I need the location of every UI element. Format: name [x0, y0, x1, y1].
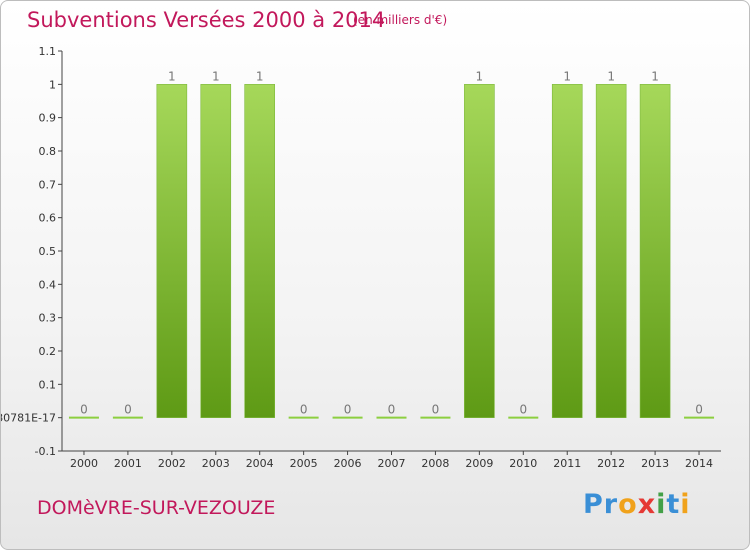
x-tick-label: 2000: [70, 457, 98, 470]
data-label: 0: [388, 403, 396, 417]
data-label: 1: [212, 69, 220, 83]
x-tick-label: 2011: [553, 457, 581, 470]
x-tick-label: 2009: [465, 457, 493, 470]
y-tick-label: 0.4: [39, 278, 57, 291]
data-label: 0: [124, 403, 132, 417]
data-label: 0: [344, 403, 352, 417]
bar: [464, 84, 495, 418]
y-tick-label: -0.1: [35, 445, 56, 458]
data-label: 0: [300, 403, 308, 417]
y-tick-label: 0.1: [39, 378, 57, 391]
data-label: 0: [695, 403, 703, 417]
x-tick-label: 2007: [378, 457, 406, 470]
data-label: 1: [476, 69, 484, 83]
y-tick-label: 0.8: [39, 145, 57, 158]
data-label: 0: [519, 403, 527, 417]
data-label: 1: [168, 69, 176, 83]
bar: [595, 84, 627, 418]
y-tick-label: 0.9: [39, 112, 57, 125]
data-label: 1: [256, 69, 264, 83]
y-tick-label: 0.3: [39, 312, 57, 325]
bar: [156, 84, 188, 418]
bar: [244, 84, 275, 418]
chart-title: Subventions Versées 2000 à 2014: [27, 8, 386, 32]
data-label: 0: [80, 403, 88, 417]
unit-label: (en milliers d'€): [353, 13, 448, 27]
y-tick-label: 1: [49, 78, 56, 91]
x-tick-label: 2008: [421, 457, 449, 470]
x-tick-label: 2005: [290, 457, 318, 470]
bar: [200, 84, 232, 418]
y-tick-label: 0.5: [39, 245, 57, 258]
x-tick-label: 2014: [685, 457, 713, 470]
y-tick-label: 1.1: [39, 45, 57, 58]
x-tick-label: 2003: [202, 457, 230, 470]
x-tick-label: 2010: [509, 457, 537, 470]
data-label: 1: [651, 69, 659, 83]
data-label: 0: [432, 403, 440, 417]
y-tick-label: 0.2: [39, 345, 57, 358]
bar: [639, 84, 671, 418]
data-label: 1: [563, 69, 571, 83]
proxiti-logo: Proxiti: [583, 489, 691, 520]
bar: [551, 84, 583, 418]
x-tick-label: 2004: [246, 457, 274, 470]
y-tick-label: 0.6: [39, 212, 57, 225]
y-tick-label: 0.7: [39, 178, 57, 191]
commune-name: DOMèVRE-SUR-VEZOUZE: [37, 497, 276, 519]
data-label: 1: [607, 69, 615, 83]
x-tick-label: 2001: [114, 457, 142, 470]
x-tick-label: 2013: [641, 457, 669, 470]
x-tick-label: 2012: [597, 457, 625, 470]
y-tick-label: 1.387778780781E-17: [1, 412, 56, 425]
x-tick-label: 2006: [334, 457, 362, 470]
x-tick-label: 2002: [158, 457, 186, 470]
